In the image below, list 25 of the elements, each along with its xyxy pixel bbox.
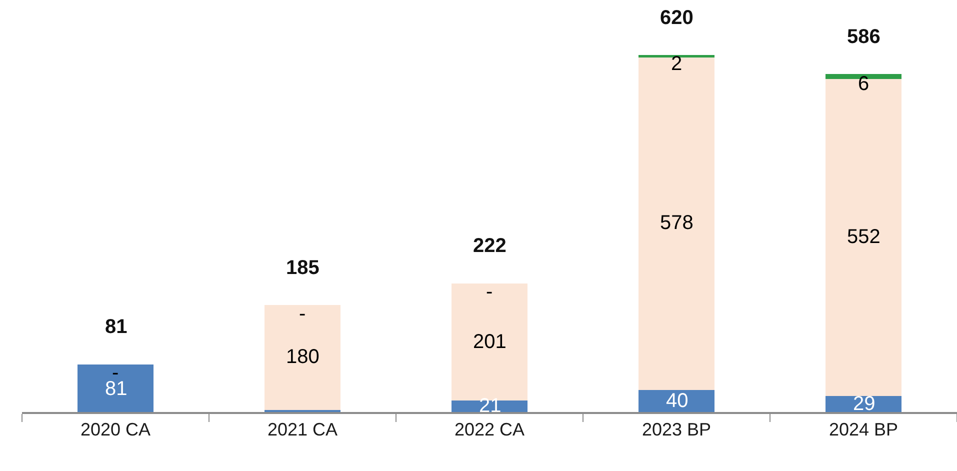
data-label: 6 [858,73,870,95]
bar [77,364,154,412]
x-tick-label: 2020 CA [80,419,151,440]
data-label: 578 [660,212,694,234]
total-label: 586 [847,26,880,48]
bar [825,77,902,396]
data-label: 21 [479,395,502,417]
data-label: 2 [671,53,682,75]
x-tick-label: 2021 CA [267,419,338,440]
total-label: 222 [473,235,506,257]
data-label: - [486,281,493,303]
total-label: 185 [286,257,320,279]
data-label: 180 [286,346,320,368]
data-label: 29 [853,393,876,415]
data-label: - [299,303,306,325]
total-label: 620 [660,7,694,29]
bar [264,304,341,410]
bar [638,56,715,390]
x-tick-label: 2022 CA [454,419,525,440]
x-tick-label: 2023 BP [642,419,712,440]
total-label: 81 [105,316,128,338]
data-label: 40 [666,390,688,412]
x-tick-label: 2024 BP [828,419,898,440]
data-label: 552 [847,226,880,248]
data-label: 201 [473,331,506,353]
